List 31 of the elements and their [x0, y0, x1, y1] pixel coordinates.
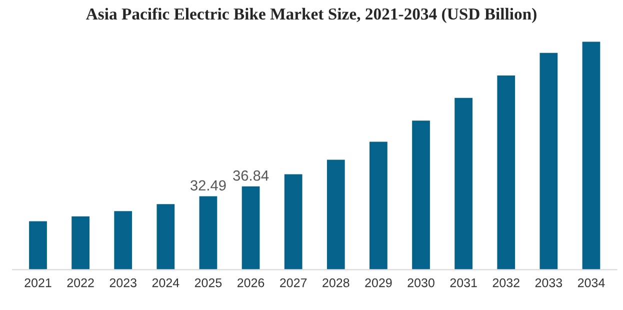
data-label: 32.49 — [190, 180, 226, 191]
x-tick-label: 2021 — [24, 278, 52, 288]
bar — [284, 174, 302, 270]
bar — [370, 142, 388, 270]
bar — [326, 160, 345, 270]
bar — [497, 75, 516, 270]
bar — [454, 98, 472, 270]
x-tick-label: 2032 — [492, 278, 520, 288]
x-tick-label: 2028 — [322, 278, 350, 288]
data-label: 36.84 — [233, 170, 269, 181]
x-tick-label: 2022 — [67, 278, 94, 288]
bar — [540, 52, 558, 270]
bar — [156, 204, 175, 270]
x-tick-label: 2027 — [280, 278, 307, 288]
chart-title: Asia Pacific Electric Bike Market Size, 2021-2034 (USD Billion) — [86, 8, 536, 24]
bar — [114, 211, 132, 270]
x-tick-label: 2026 — [238, 278, 264, 288]
bar — [199, 196, 218, 270]
x-tick-label: 2024 — [152, 278, 180, 288]
x-tick-label: 2030 — [408, 278, 434, 288]
bar — [242, 186, 260, 270]
x-tick-label: 2023 — [110, 278, 136, 288]
x-tick-label: 2029 — [365, 278, 392, 288]
x-tick-label: 2025 — [194, 278, 222, 288]
x-tick-label: 2031 — [450, 278, 477, 288]
bar — [29, 221, 47, 270]
bar — [582, 42, 600, 270]
bar — [412, 120, 430, 270]
bar — [72, 216, 90, 270]
x-tick-label: 2034 — [578, 278, 605, 288]
x-tick-label: 2033 — [535, 278, 562, 288]
